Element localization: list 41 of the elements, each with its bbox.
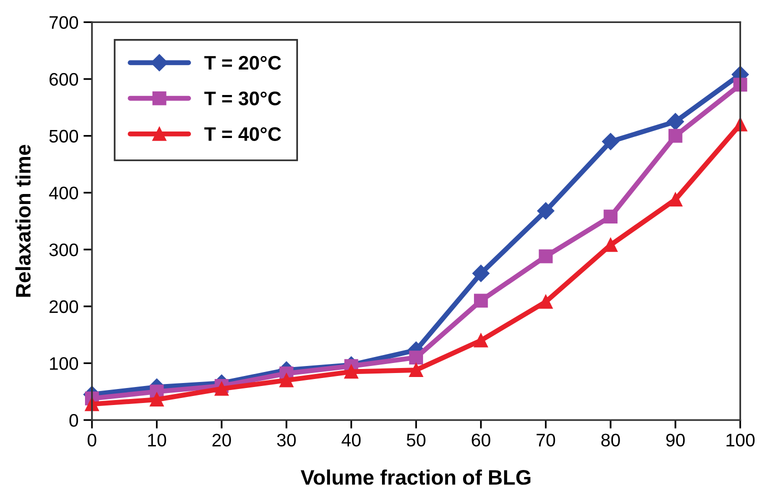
- y-tick-label: 200: [50, 300, 78, 314]
- x-tick-label: 70: [536, 434, 556, 446]
- legend-label: T = 40°C: [204, 127, 282, 141]
- point: [474, 334, 488, 348]
- x-axis-title: Volume fraction of BLG: [300, 470, 530, 485]
- x-tick-label: 50: [406, 434, 426, 446]
- y-tick-label: 500: [49, 130, 78, 143]
- point: [666, 113, 684, 130]
- x-tick-label: 30: [277, 434, 296, 446]
- point: [668, 192, 682, 206]
- legend-label: T = 20°C: [204, 56, 282, 70]
- x-tick-label: 100: [726, 434, 755, 446]
- point: [409, 363, 424, 377]
- x-tick-label: 20: [212, 434, 231, 446]
- point: [538, 249, 553, 264]
- point: [472, 264, 490, 282]
- x-tick-label: 90: [666, 434, 685, 446]
- point: [538, 294, 553, 309]
- point: [537, 202, 554, 220]
- point: [344, 364, 358, 379]
- point: [474, 294, 488, 308]
- point: [214, 382, 229, 396]
- y-axis-title: Relaxation time: [15, 144, 31, 297]
- y-tick-label: 0: [69, 414, 78, 427]
- y-tick-label: 600: [50, 72, 78, 86]
- point: [602, 132, 620, 150]
- x-tick-label: 0: [88, 434, 96, 446]
- x-tick-label: 10: [148, 434, 166, 446]
- x-tick-label: 80: [601, 434, 620, 446]
- legend-label: T = 30°C: [204, 92, 282, 106]
- y-tick-label: 700: [50, 16, 78, 29]
- y-tick-label: 400: [49, 186, 78, 200]
- point: [604, 210, 618, 224]
- y-tick-label: 100: [50, 357, 78, 370]
- y-tick-label: 300: [49, 243, 78, 256]
- point: [280, 373, 294, 388]
- x-tick-label: 60: [472, 434, 490, 446]
- point: [409, 350, 424, 364]
- x-tick-label: 40: [342, 434, 361, 446]
- point: [668, 128, 682, 143]
- point: [150, 392, 164, 407]
